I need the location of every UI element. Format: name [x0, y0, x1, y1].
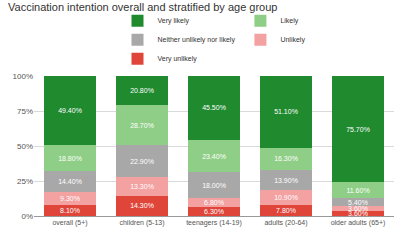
- svg-text:3.60%: 3.60%: [348, 210, 368, 217]
- svg-text:overall (5+): overall (5+): [52, 219, 87, 227]
- svg-text:9.30%: 9.30%: [60, 195, 80, 202]
- svg-text:25%: 25%: [17, 177, 33, 186]
- svg-text:11.60%: 11.60%: [346, 187, 369, 194]
- svg-text:16.30%: 16.30%: [274, 155, 298, 162]
- svg-text:6.80%: 6.80%: [204, 199, 224, 206]
- svg-text:18.00%: 18.00%: [202, 182, 226, 189]
- svg-text:18.80%: 18.80%: [58, 155, 82, 162]
- svg-text:Very unlikely: Very unlikely: [158, 55, 198, 63]
- svg-text:75%: 75%: [17, 107, 33, 116]
- svg-text:Vaccination intention overall: Vaccination intention overall and strati…: [8, 1, 277, 13]
- svg-text:Very likely: Very likely: [158, 17, 190, 25]
- svg-text:23.40%: 23.40%: [202, 153, 226, 160]
- svg-text:14.30%: 14.30%: [130, 202, 154, 209]
- svg-text:13.30%: 13.30%: [130, 183, 154, 190]
- svg-text:7.80%: 7.80%: [276, 207, 296, 214]
- svg-text:50%: 50%: [17, 142, 33, 151]
- svg-text:Neither unlikely nor likely: Neither unlikely nor likely: [158, 36, 236, 44]
- svg-text:8.10%: 8.10%: [60, 207, 80, 214]
- svg-text:teenagers (14-19): teenagers (14-19): [186, 219, 242, 227]
- svg-text:100%: 100%: [13, 72, 33, 81]
- svg-text:older adults (65+): older adults (65+): [331, 219, 386, 227]
- svg-text:3.60%: 3.60%: [348, 205, 368, 212]
- svg-text:49.40%: 49.40%: [58, 107, 82, 114]
- svg-text:adults (20-64): adults (20-64): [264, 219, 307, 227]
- svg-text:45.50%: 45.50%: [202, 104, 226, 111]
- svg-text:75.70%: 75.70%: [346, 126, 370, 133]
- svg-text:Likely: Likely: [280, 17, 298, 25]
- svg-text:6.30%: 6.30%: [204, 208, 224, 215]
- svg-text:5.40%: 5.40%: [348, 199, 368, 206]
- svg-text:0%: 0%: [21, 212, 33, 221]
- svg-text:28.70%: 28.70%: [130, 122, 154, 129]
- svg-text:13.90%: 13.90%: [274, 177, 298, 184]
- svg-text:Unlikely: Unlikely: [280, 36, 305, 44]
- svg-text:children (5-13): children (5-13): [119, 219, 164, 227]
- svg-text:14.40%: 14.40%: [58, 178, 82, 185]
- svg-text:22.90%: 22.90%: [130, 158, 154, 165]
- svg-text:10.90%: 10.90%: [274, 194, 298, 201]
- svg-text:20.80%: 20.80%: [130, 87, 154, 94]
- svg-text:51.10%: 51.10%: [274, 108, 298, 115]
